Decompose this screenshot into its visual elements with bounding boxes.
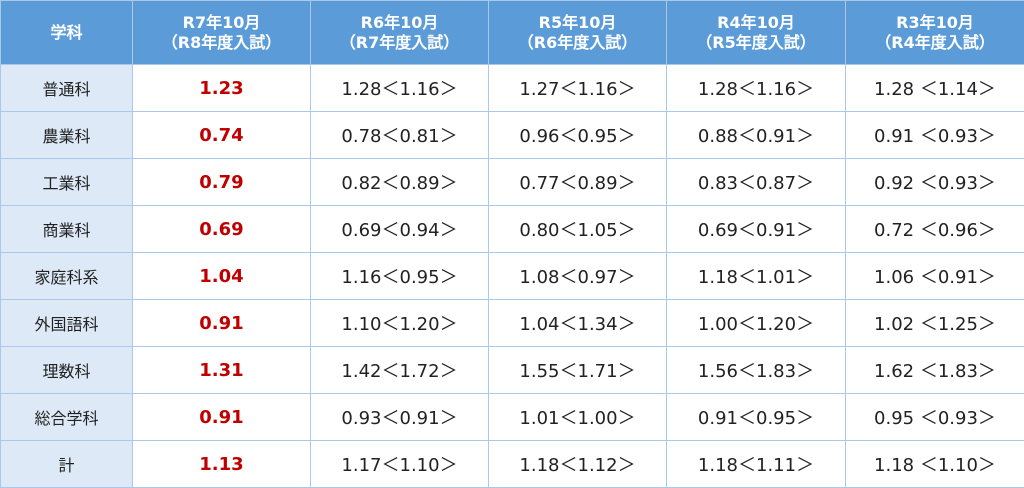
row-label: 家庭科系 <box>0 252 133 300</box>
table-cell: 1.28＜1.16＞ <box>666 64 846 112</box>
header-row: 学科 R7年10月 （R8年度入試） R6年10月 （R7年度入試） R5年10月 （R6年… <box>0 0 1024 65</box>
header-cell: R3年10月 （R4年度入試） <box>845 0 1024 65</box>
header-cell: 学科 <box>0 0 133 65</box>
table-row: 外国語科 0.91 1.10＜1.20＞ 1.04＜1.34＞ 1.00＜1.20＞ 1.… <box>0 299 1024 347</box>
table-cell: 0.95 ＜0.93＞ <box>845 393 1024 441</box>
table-body: 普通科 1.23 1.28＜1.16＞ 1.27＜1.16＞ 1.28＜1.16＞ 1.2… <box>0 64 1024 488</box>
table-cell: 1.08＜0.97＞ <box>488 252 667 300</box>
table-cell: 1.04 <box>132 252 311 300</box>
header-cell: R6年10月 （R7年度入試） <box>310 0 489 65</box>
table-row: 計 1.13 1.17＜1.10＞ 1.18＜1.12＞ 1.18＜1.11＞ 1.18 … <box>0 440 1024 488</box>
table-cell: 1.17＜1.10＞ <box>310 440 489 488</box>
table-cell: 0.77＜0.89＞ <box>488 158 667 206</box>
table-cell: 1.62 ＜1.83＞ <box>845 346 1024 394</box>
row-label: 外国語科 <box>0 299 133 347</box>
table-cell: 0.91＜0.95＞ <box>666 393 846 441</box>
row-label: 農業科 <box>0 111 133 159</box>
table-cell: 1.23 <box>132 64 311 112</box>
row-label: 工業科 <box>0 158 133 206</box>
table-cell: 1.01＜1.00＞ <box>488 393 667 441</box>
header-line: R5年10月 <box>538 12 617 32</box>
row-label: 総合学科 <box>0 393 133 441</box>
header-cell: R7年10月 （R8年度入試） <box>132 0 311 65</box>
table-cell: 0.83＜0.87＞ <box>666 158 846 206</box>
table-cell: 1.18＜1.12＞ <box>488 440 667 488</box>
table-cell: 0.69 <box>132 205 311 253</box>
table-cell: 1.31 <box>132 346 311 394</box>
table-cell: 1.28 ＜1.14＞ <box>845 64 1024 112</box>
table-cell: 1.00＜1.20＞ <box>666 299 846 347</box>
table-cell: 0.91 <box>132 393 311 441</box>
table-cell: 0.96＜0.95＞ <box>488 111 667 159</box>
header-cell: R5年10月 （R6年度入試） <box>488 0 667 65</box>
header-line: 学科 <box>50 22 83 42</box>
header-line: （R7年度入試） <box>339 32 460 52</box>
table-cell: 0.69＜0.94＞ <box>310 205 489 253</box>
header-line: （R5年度入試） <box>696 32 816 52</box>
table-cell: 0.92 ＜0.93＞ <box>845 158 1024 206</box>
table-cell: 0.88＜0.91＞ <box>666 111 846 159</box>
table-cell: 0.93＜0.91＞ <box>310 393 489 441</box>
table-cell: 1.18 ＜1.10＞ <box>845 440 1024 488</box>
table-cell: 1.06 ＜0.91＞ <box>845 252 1024 300</box>
table-row: 商業科 0.69 0.69＜0.94＞ 0.80＜1.05＞ 0.69＜0.91＞ 0.7… <box>0 205 1024 253</box>
table-cell: 1.16＜0.95＞ <box>310 252 489 300</box>
table-cell: 0.72 ＜0.96＞ <box>845 205 1024 253</box>
table-cell: 1.55＜1.71＞ <box>488 346 667 394</box>
header-line: R6年10月 <box>360 12 439 32</box>
header-line: R4年10月 <box>717 12 795 32</box>
table-cell: 1.10＜1.20＞ <box>310 299 489 347</box>
table-row: 普通科 1.23 1.28＜1.16＞ 1.27＜1.16＞ 1.28＜1.16＞ 1.2… <box>0 64 1024 112</box>
table-row: 家庭科系 1.04 1.16＜0.95＞ 1.08＜0.97＞ 1.18＜1.01＞ 1.… <box>0 252 1024 300</box>
header-line: R3年10月 <box>896 12 974 32</box>
header-line: R7年10月 <box>182 12 261 32</box>
row-label: 普通科 <box>0 64 133 112</box>
table-cell: 0.74 <box>132 111 311 159</box>
header-cell: R4年10月 （R5年度入試） <box>666 0 846 65</box>
table-cell: 0.80＜1.05＞ <box>488 205 667 253</box>
table-cell: 0.91 ＜0.93＞ <box>845 111 1024 159</box>
table-cell: 0.79 <box>132 158 311 206</box>
table-row: 総合学科 0.91 0.93＜0.91＞ 1.01＜1.00＞ 0.91＜0.95＞ 0.… <box>0 393 1024 441</box>
row-label: 商業科 <box>0 205 133 253</box>
table-cell: 1.04＜1.34＞ <box>488 299 667 347</box>
row-label: 計 <box>0 440 133 488</box>
table-cell: 1.18＜1.01＞ <box>666 252 846 300</box>
table-cell: 1.18＜1.11＞ <box>666 440 846 488</box>
table-row: 農業科 0.74 0.78＜0.81＞ 0.96＜0.95＞ 0.88＜0.91＞ 0.9… <box>0 111 1024 159</box>
table-cell: 1.28＜1.16＞ <box>310 64 489 112</box>
table-cell: 0.82＜0.89＞ <box>310 158 489 206</box>
table-cell: 1.42＜1.72＞ <box>310 346 489 394</box>
row-label: 理数科 <box>0 346 133 394</box>
table-cell: 1.13 <box>132 440 311 488</box>
table-cell: 1.27＜1.16＞ <box>488 64 667 112</box>
table-cell: 0.91 <box>132 299 311 347</box>
table-cell: 0.78＜0.81＞ <box>310 111 489 159</box>
table-cell: 1.02 ＜1.25＞ <box>845 299 1024 347</box>
table-cell: 0.69＜0.91＞ <box>666 205 846 253</box>
header-line: （R6年度入試） <box>517 32 638 52</box>
table-row: 理数科 1.31 1.42＜1.72＞ 1.55＜1.71＞ 1.56＜1.83＞ 1.6… <box>0 346 1024 394</box>
table-cell: 1.56＜1.83＞ <box>666 346 846 394</box>
table-row: 工業科 0.79 0.82＜0.89＞ 0.77＜0.89＞ 0.83＜0.87＞ 0.9… <box>0 158 1024 206</box>
header-line: （R8年度入試） <box>161 32 282 52</box>
header-line: （R4年度入試） <box>875 32 995 52</box>
